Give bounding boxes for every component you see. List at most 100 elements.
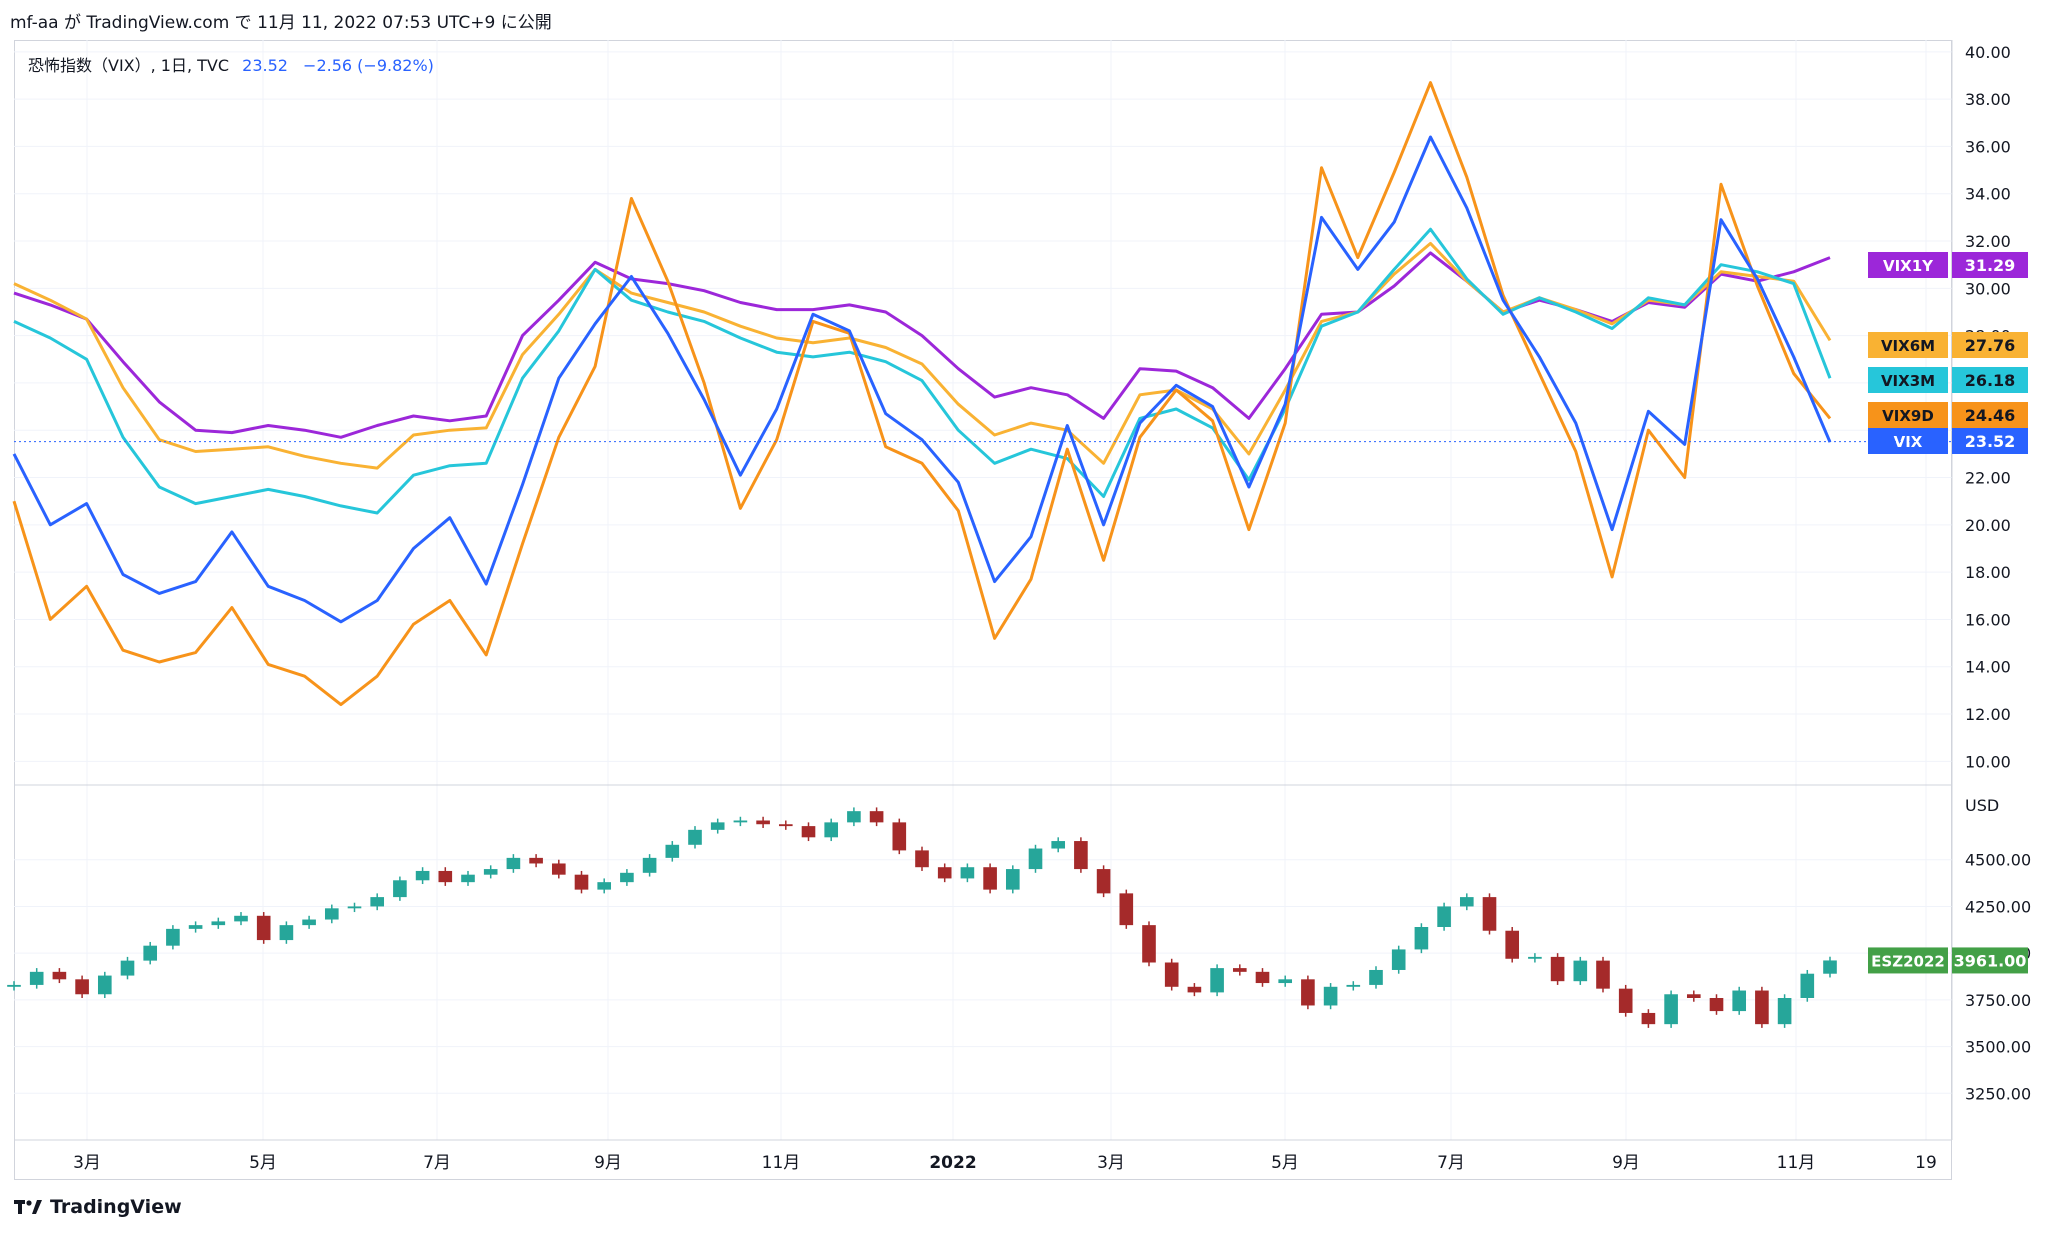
last-value-badge-vix3m — [1952, 367, 2028, 393]
candle-body — [824, 822, 839, 838]
candle-body — [688, 829, 702, 845]
candle-body — [756, 820, 770, 825]
es-y-tick-3: 3750.00 — [1965, 991, 2031, 1010]
legend-change: −2.56 (−9.82%) — [303, 56, 434, 75]
x-tick-2: 7月 — [423, 1153, 451, 1173]
last-value-badge-esz2022 — [1952, 947, 2028, 974]
time-axis: 3月 5月 7月 9月 11月 2022 3月 5月 7月 9月 11月 19 — [73, 1153, 1937, 1173]
x-tick-3: 9月 — [594, 1153, 622, 1173]
tradingview-logo-icon — [14, 1197, 44, 1217]
series-name-badge-esz2022 — [1868, 947, 1948, 974]
candle-body — [1301, 979, 1315, 1006]
candle-body — [1686, 994, 1701, 998]
last-value-badge-vix9d — [1952, 402, 2028, 428]
candle-body — [665, 844, 680, 858]
last-value-vix3m: 26.18 — [1965, 371, 2016, 390]
legend-value: 23.52 — [242, 56, 288, 75]
vix-y-tick-10: 20.00 — [1965, 516, 2011, 535]
candle-body — [733, 820, 748, 823]
vix-y-tick-4: 32.00 — [1965, 232, 2011, 251]
x-tick-6: 3月 — [1097, 1153, 1125, 1173]
candle-body — [166, 928, 180, 946]
es-y-tick-1: 4250.00 — [1965, 897, 2031, 916]
candle-body — [620, 872, 634, 883]
series-line-vix9d — [12, 81, 1832, 707]
series-name-esz2022: ESZ2022 — [1871, 952, 1945, 970]
candle-body — [1187, 986, 1202, 993]
candle-body — [1323, 986, 1338, 1006]
candle-body — [597, 882, 612, 890]
candle-body — [1800, 973, 1815, 998]
candle-body — [1437, 906, 1451, 927]
candle-body — [256, 915, 271, 941]
candle-body — [506, 857, 521, 870]
x-tick-7: 5月 — [1271, 1153, 1299, 1173]
last-value-vix: 23.52 — [1965, 432, 2016, 451]
candle-body — [869, 811, 884, 823]
series-line-vix — [12, 135, 1832, 624]
candle-body — [1482, 897, 1497, 931]
candle-body — [234, 915, 248, 922]
publish-header: mf-aa が TradingView.com で 11月 11, 2022 0… — [10, 13, 552, 33]
vix-y-tick-11: 18.00 — [1965, 563, 2011, 582]
candle-body — [1119, 893, 1134, 926]
series-name-badge-vix3m — [1868, 367, 1948, 393]
last-value-badge-vix — [1952, 428, 2028, 454]
last-value-vix9d: 24.46 — [1965, 406, 2016, 425]
candle-body — [1255, 971, 1270, 984]
x-tick-1: 5月 — [249, 1153, 277, 1173]
candle-body — [415, 870, 430, 881]
candle-body — [1550, 956, 1565, 982]
x-tick-11: 19 — [1915, 1153, 1937, 1173]
candle-body — [710, 822, 725, 830]
candle-body — [1164, 962, 1179, 987]
last-value-vix1y: 31.29 — [1965, 256, 2016, 275]
x-tick-0: 3月 — [73, 1153, 101, 1173]
x-tick-4: 11月 — [762, 1153, 801, 1173]
candle-body — [1641, 1012, 1656, 1025]
candle-body — [7, 984, 21, 987]
vix-y-tick-13: 14.00 — [1965, 658, 2011, 677]
es-candles[interactable] — [7, 807, 1837, 1028]
footer-brand-text: TradingView — [50, 1196, 182, 1218]
candle-body — [1028, 848, 1043, 870]
vix-y-tick-9: 22.00 — [1965, 469, 2011, 488]
vix-y-tick-3: 34.00 — [1965, 185, 2011, 204]
candle-body — [302, 919, 316, 926]
candle-body — [370, 897, 385, 907]
last-value-labels: VIX1Y 31.29 VIX6M 27.76 VIX3M 26.18 VIX9D 24.46… — [14, 252, 2028, 974]
series-name-vix1y: VIX1Y — [1883, 257, 1934, 275]
candle-body — [1074, 841, 1088, 870]
last-value-badge-vix6m — [1952, 332, 2028, 358]
vix-y-tick-5: 30.00 — [1965, 279, 2011, 298]
candle-body — [461, 874, 475, 883]
candle-body — [393, 880, 407, 898]
series-name-badge-vix6m — [1868, 332, 1948, 358]
x-tick-9: 9月 — [1612, 1153, 1640, 1173]
candle-body — [1505, 930, 1520, 959]
candle-body — [438, 870, 453, 883]
candle-body — [1005, 869, 1020, 890]
footer-brand[interactable]: TradingView — [14, 1196, 182, 1218]
series-name-vix3m: VIX3M — [1881, 372, 1935, 390]
candle-body — [1096, 869, 1111, 894]
candle-body — [29, 971, 44, 985]
candle-body — [120, 960, 135, 976]
candle-body — [1232, 968, 1247, 972]
candle-body — [1142, 925, 1156, 963]
candle-body — [551, 863, 566, 875]
candle-body — [1391, 949, 1406, 970]
series-name-vix9d: VIX9D — [1882, 407, 1934, 425]
vix-y-tick-12: 16.00 — [1965, 610, 2011, 629]
candle-body — [347, 906, 362, 909]
candle-body — [892, 822, 907, 851]
series-name-badge-vix — [1868, 428, 1948, 454]
candle-body — [915, 850, 929, 868]
candle-body — [574, 874, 589, 890]
symbol-legend[interactable]: 恐怖指数（VIX）, 1日, TVC 23.52 −2.56 (−9.82%) — [28, 52, 434, 76]
candle-body — [1346, 984, 1361, 987]
es-unit-label: USD — [1965, 796, 1999, 815]
vix-series-lines[interactable] — [12, 81, 1832, 707]
candle-body — [1369, 969, 1383, 985]
